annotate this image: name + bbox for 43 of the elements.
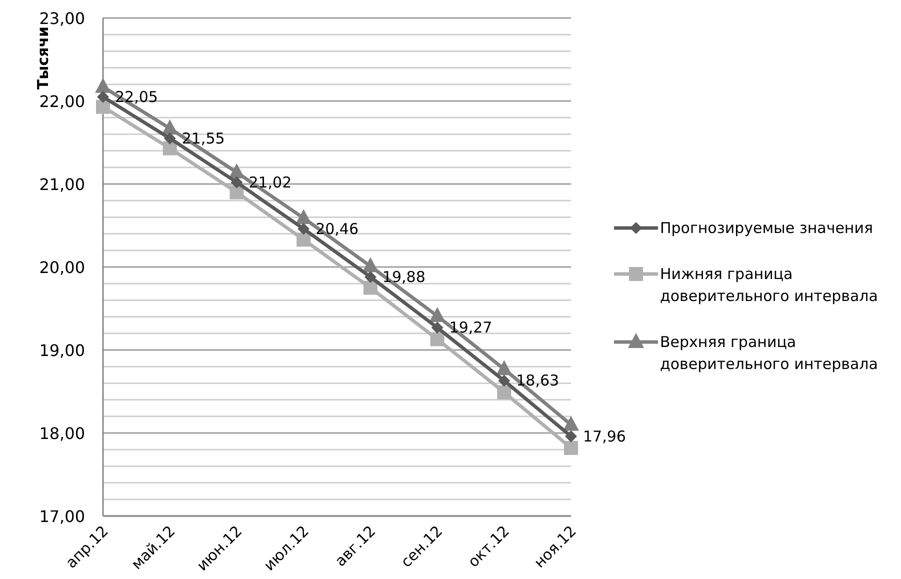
data-label: 21,02: [248, 173, 292, 192]
data-label: 19,88: [382, 268, 426, 286]
legend-label: Верхняя граница доверительного интервала: [660, 333, 878, 373]
point: [230, 176, 243, 188]
data-label: 20,46: [316, 220, 359, 238]
point: [498, 374, 510, 387]
point: [97, 90, 109, 103]
point: [162, 141, 177, 156]
y-tick-label: 22,00: [39, 92, 85, 111]
point: [296, 232, 311, 247]
point: [496, 360, 512, 376]
y-tick-label: 21,00: [39, 175, 85, 194]
data-label: 19,27: [449, 318, 492, 337]
y-tick-label: 19,00: [39, 341, 85, 360]
point: [162, 119, 178, 134]
y-tick-label: 18,00: [39, 424, 85, 443]
y-tick-label: 20,00: [39, 258, 85, 277]
point: [298, 222, 310, 235]
point: [431, 322, 444, 334]
y-tick-label: 17,00: [39, 507, 85, 526]
point: [430, 332, 444, 346]
point: [230, 185, 244, 200]
point: [95, 78, 111, 93]
data-label: 18,63: [516, 372, 560, 390]
point: [228, 163, 245, 178]
point: [296, 209, 312, 224]
legend-label: Нижняя граница доверительного интервала: [660, 265, 878, 305]
point: [362, 257, 378, 272]
point: [497, 385, 512, 400]
data-label: 22,05: [115, 88, 158, 106]
point: [429, 306, 446, 322]
point: [564, 440, 578, 455]
data-label: 17,96: [583, 427, 626, 446]
point: [363, 280, 378, 295]
data-label: 21,55: [182, 129, 225, 148]
point: [565, 430, 577, 442]
point: [164, 132, 176, 144]
point: [96, 100, 110, 114]
legend-label: Прогнозируемые значения: [660, 219, 873, 237]
point: [364, 270, 376, 283]
y-axis-title: Тысячи: [34, 26, 52, 90]
point: [563, 416, 579, 431]
y-tick-label: 23,00: [39, 9, 85, 28]
